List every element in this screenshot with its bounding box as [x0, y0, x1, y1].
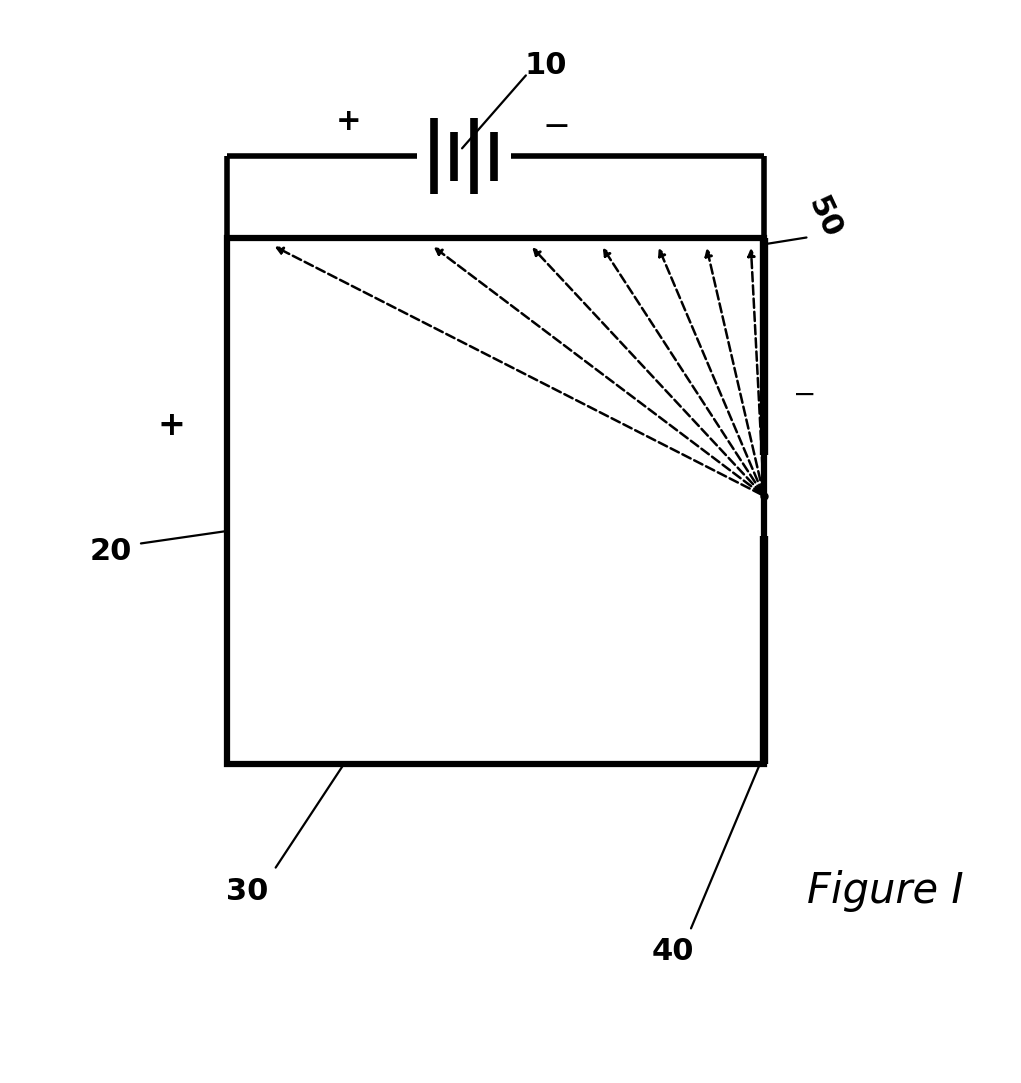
- Bar: [227, 237, 764, 765]
- Text: Figure I: Figure I: [807, 870, 964, 912]
- Text: +: +: [157, 408, 185, 442]
- Text: 30: 30: [226, 876, 269, 905]
- Text: −: −: [792, 380, 816, 408]
- Text: 20: 20: [89, 537, 132, 566]
- Text: 40: 40: [651, 937, 694, 966]
- Text: −: −: [542, 109, 570, 143]
- Text: +: +: [336, 106, 361, 135]
- Text: 50: 50: [803, 192, 846, 243]
- Text: 10: 10: [525, 51, 568, 80]
